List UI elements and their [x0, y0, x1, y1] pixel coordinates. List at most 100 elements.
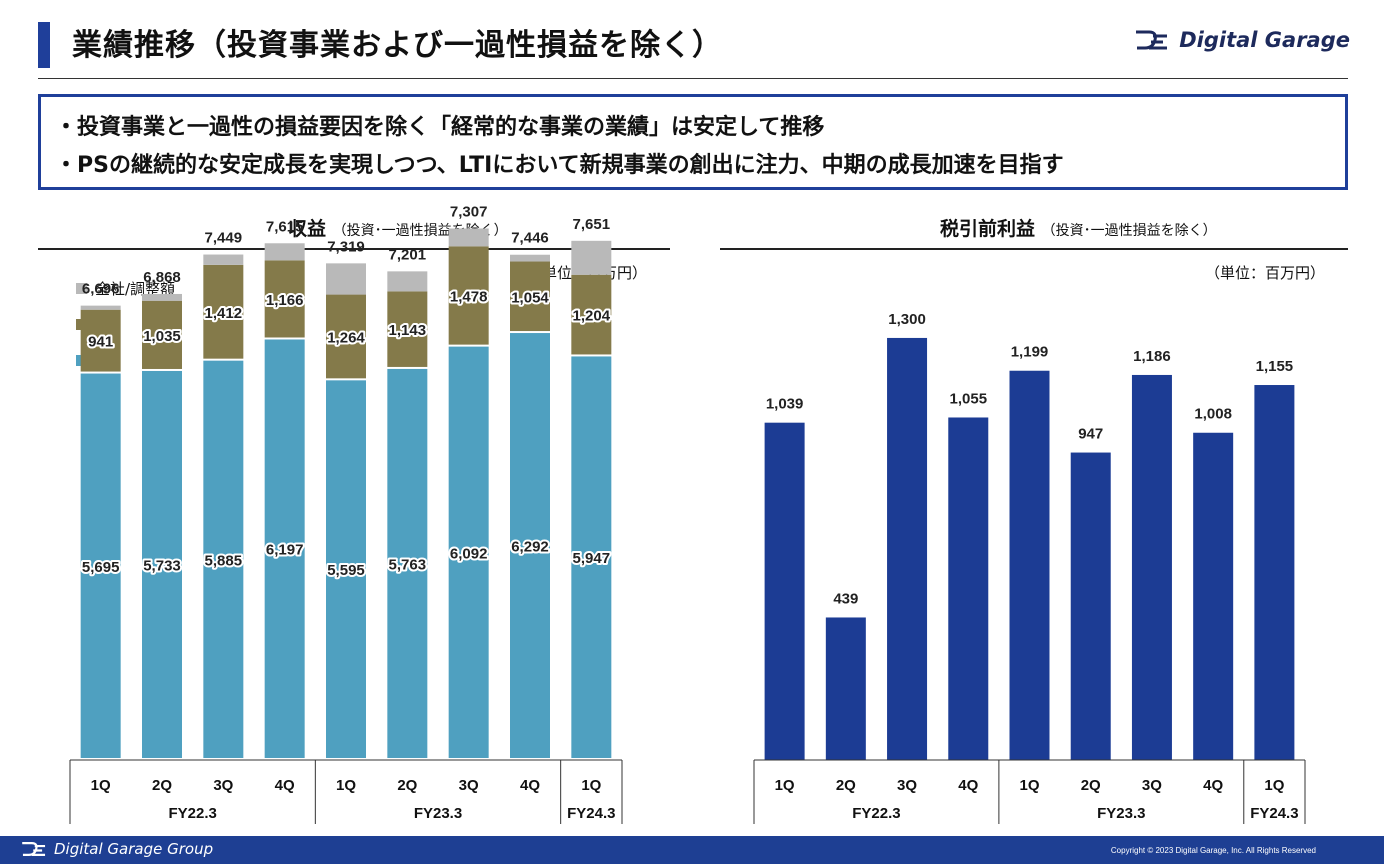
- profit-bar: [1131, 374, 1172, 760]
- bar-segment-LTI: [387, 291, 428, 367]
- bar-segment-全社/調整額: [387, 271, 428, 292]
- total-value-label: 7,651: [573, 216, 611, 233]
- footer-bar: Digital Garage Group Copyright © 2023 Di…: [0, 836, 1384, 864]
- revenue-group-label: FY22.3: [168, 805, 216, 822]
- profit-value-label: 947: [1078, 426, 1103, 443]
- revenue-chart-title: 収益 （投資･一過性損益を除く）: [288, 214, 508, 241]
- profit-bar: [825, 617, 866, 760]
- lti-value-label: 1,054: [511, 289, 549, 306]
- profit-group-label: FY23.3: [1097, 805, 1145, 822]
- revenue-title-rule: [38, 248, 670, 250]
- profit-value-label: 1,155: [1256, 358, 1294, 375]
- legend-item-ps: PS: [76, 350, 175, 370]
- lti-value-label: 1,478: [450, 288, 488, 305]
- profit-category-label: 1Q: [775, 777, 795, 794]
- profit-bar: [887, 337, 928, 760]
- header-divider: [38, 78, 1348, 79]
- revenue-category-label: 1Q: [581, 777, 601, 794]
- ps-value-label: 6,292: [511, 539, 549, 556]
- profit-bar: [764, 422, 805, 760]
- profit-bar: [1070, 452, 1111, 760]
- legend-item-corp: 全社/調整額: [76, 278, 175, 298]
- bar-segment-PS: [387, 368, 428, 758]
- footer-brand: Digital Garage Group: [54, 840, 214, 858]
- bar-segment-LTI: [264, 260, 305, 338]
- ps-value-label: 5,733: [143, 557, 181, 574]
- bar-segment-PS: [80, 373, 121, 758]
- revenue-subtitle: （投資･一過性損益を除く）: [332, 223, 508, 239]
- profit-bar: [1009, 370, 1050, 760]
- revenue-category-label: 3Q: [213, 777, 233, 794]
- profit-title: 税引前利益: [940, 218, 1036, 240]
- lti-value-label: 1,166: [266, 292, 304, 309]
- profit-category-label: 2Q: [1081, 777, 1101, 794]
- profit-value-label: 439: [833, 590, 858, 607]
- bar-segment-PS: [510, 333, 550, 758]
- bar-segment-LTI: [448, 246, 489, 345]
- profit-value-label: 1,039: [766, 396, 804, 413]
- legend-swatch-corp: [76, 282, 87, 294]
- profit-title-rule: [720, 248, 1348, 250]
- profit-category-label: 3Q: [1142, 777, 1162, 794]
- bar-segment-PS: [448, 346, 489, 758]
- profit-group-label: FY24.3: [1250, 805, 1298, 822]
- legend-label-ps: PS: [95, 351, 114, 369]
- bar-segment-LTI: [326, 294, 366, 379]
- ps-value-label: 6,092: [450, 545, 488, 562]
- digital-garage-logo-icon: [1136, 30, 1168, 50]
- legend-swatch-ps: [76, 354, 87, 366]
- profit-category-label: 1Q: [1264, 777, 1284, 794]
- profit-group-label: FY22.3: [852, 805, 900, 822]
- profit-bar: [1193, 432, 1234, 760]
- bar-segment-LTI: [203, 264, 244, 359]
- profit-subtitle: （投資･一過性損益を除く）: [1041, 223, 1217, 239]
- ps-value-label: 5,763: [389, 556, 427, 573]
- revenue-category-label: 1Q: [91, 777, 111, 794]
- revenue-category-label: 2Q: [397, 777, 417, 794]
- brand-logo: Digital Garage: [1133, 28, 1350, 52]
- bar-segment-全社/調整額: [203, 254, 244, 265]
- revenue-legend: 全社/調整額 LTI PS: [76, 278, 175, 370]
- copyright-text: Copyright © 2023 Digital Garage, Inc. Al…: [1110, 846, 1316, 855]
- bar-segment-LTI: [571, 274, 612, 355]
- revenue-category-label: 3Q: [459, 777, 479, 794]
- bar-segment-PS: [142, 370, 182, 758]
- ps-value-label: 5,885: [205, 552, 243, 569]
- revenue-group-label: FY23.3: [414, 805, 462, 822]
- revenue-unit: （単位：百万円）: [527, 264, 648, 282]
- lti-value-label: 1,143: [389, 322, 427, 339]
- profit-category-label: 3Q: [897, 777, 917, 794]
- logo-text: Digital Garage: [1179, 28, 1350, 52]
- profit-value-label: 1,055: [950, 390, 988, 407]
- total-value-label: 7,449: [205, 230, 243, 247]
- total-value-label: 7,446: [511, 230, 549, 247]
- profit-value-label: 1,186: [1133, 348, 1171, 365]
- profit-value-label: 1,300: [888, 311, 926, 328]
- bar-segment-全社/調整額: [264, 243, 305, 261]
- footer-logo-icon: [22, 842, 46, 856]
- ps-value-label: 5,695: [82, 559, 120, 576]
- profit-category-label: 2Q: [836, 777, 856, 794]
- revenue-category-label: 2Q: [152, 777, 172, 794]
- summary-line-2: ・PSの継続的な安定成長を実現しつつ、LTIにおいて新規事業の創出に注力、中期の…: [55, 153, 1064, 178]
- ps-value-label: 5,947: [573, 550, 611, 567]
- profit-value-label: 1,008: [1194, 406, 1232, 423]
- profit-category-label: 4Q: [958, 777, 978, 794]
- summary-line-1: ・投資事業と一過性の損益要因を除く「経常的な事業の業績」は安定して推移: [55, 115, 825, 140]
- revenue-title: 収益: [288, 218, 327, 240]
- bar-segment-PS: [326, 380, 366, 758]
- footer-logo: Digital Garage Group: [20, 840, 213, 858]
- page-title: 業績推移（投資事業および一過性損益を除く）: [72, 28, 723, 63]
- profit-chart-title: 税引前利益 （投資･一過性損益を除く）: [940, 214, 1217, 241]
- profit-category-label: 4Q: [1203, 777, 1223, 794]
- bar-segment-全社/調整額: [510, 254, 550, 262]
- lti-value-label: 1,204: [573, 308, 611, 325]
- bar-segment-PS: [203, 360, 244, 758]
- title-accent-bar: [38, 22, 50, 68]
- profit-value-label: 1,199: [1011, 344, 1049, 361]
- profit-bar: [948, 417, 989, 760]
- legend-swatch-lti: [76, 318, 87, 330]
- legend-item-lti: LTI: [76, 314, 175, 334]
- bar-segment-PS: [571, 356, 612, 758]
- bar-segment-PS: [264, 339, 305, 758]
